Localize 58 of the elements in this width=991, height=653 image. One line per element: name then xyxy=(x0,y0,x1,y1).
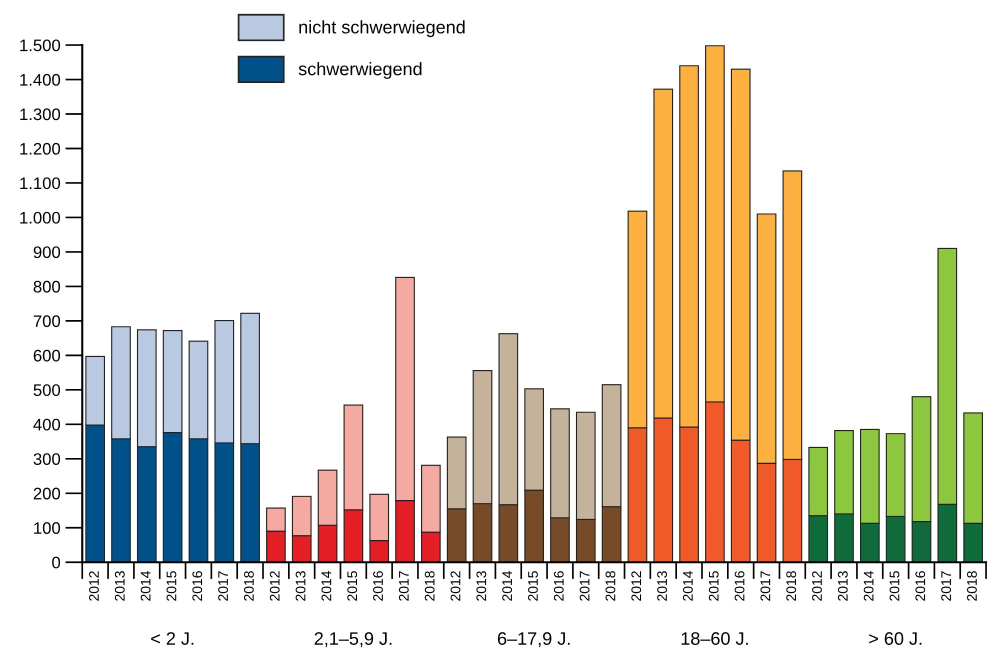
y-tick-label: 1.300 xyxy=(20,108,60,120)
x-tick-label: 2016 xyxy=(734,571,744,601)
legend-label: schwerwiegend xyxy=(298,62,422,79)
y-tick-label: 0 xyxy=(52,556,60,568)
x-tick-label: 2015 xyxy=(166,571,176,601)
x-tick-label: 2015 xyxy=(528,571,538,601)
y-tick-label: 900 xyxy=(34,246,60,258)
x-tick-label: 2013 xyxy=(114,571,125,601)
x-tick-label: 2017 xyxy=(398,571,409,601)
x-tick-label: 2014 xyxy=(864,570,874,601)
x-tick-label: 2015 xyxy=(347,571,358,601)
x-tick-label: 2017 xyxy=(941,571,952,601)
y-tick-label: 1.500 xyxy=(20,39,60,52)
x-tick-label: 2013 xyxy=(657,571,667,601)
y-tick-label: 1.400 xyxy=(20,74,60,86)
y-tick-label: 400 xyxy=(33,418,60,431)
x-tick-label: 2013 xyxy=(476,571,486,601)
x-tick-label: 2017 xyxy=(760,571,770,601)
x-tick-label: 2014 xyxy=(682,570,693,601)
y-tick-label: 700 xyxy=(34,315,60,328)
x-tick-label: 2016 xyxy=(192,571,202,601)
x-tick-label: 2014 xyxy=(321,570,332,601)
x-tick-label: 2013 xyxy=(838,571,848,601)
y-tick-label: 1.200 xyxy=(20,142,60,155)
x-tick-label: 2015 xyxy=(708,571,719,601)
x-tick-label: 2018 xyxy=(606,571,616,601)
x-tick-label: 2016 xyxy=(915,571,926,601)
y-tick-label: 600 xyxy=(34,350,60,362)
y-tick-label: 1.100 xyxy=(20,177,60,190)
x-tick-label: 2018 xyxy=(786,571,796,601)
x-tick-label: 2012 xyxy=(450,571,460,601)
x-tick-label: 2018 xyxy=(424,571,435,601)
x-tick-label: 2018 xyxy=(967,571,977,601)
x-tick-label: 2014 xyxy=(140,570,151,601)
x-tick-label: 2016 xyxy=(554,571,564,601)
x-tick-label: 2015 xyxy=(890,571,900,601)
text: > 60 J. xyxy=(869,632,922,645)
y-tick-label: 500 xyxy=(34,384,60,396)
text: < 2 J. xyxy=(151,632,194,645)
x-tick-label: 2012 xyxy=(631,571,642,601)
y-tick-label: 100 xyxy=(34,522,60,534)
text: 18–60 J. xyxy=(682,632,748,645)
y-tick-label: 200 xyxy=(34,488,60,500)
x-tick-label: 2018 xyxy=(244,571,254,601)
x-tick-label: 2013 xyxy=(296,571,306,601)
x-tick-label: 2012 xyxy=(812,571,822,601)
x-tick-label: 2012 xyxy=(89,571,99,601)
y-tick-label: 1.000 xyxy=(20,212,60,224)
y-tick-label: 300 xyxy=(34,453,60,465)
x-tick-label: 2016 xyxy=(373,571,383,601)
x-tick-label: 2017 xyxy=(580,571,590,601)
x-tick-label: 2014 xyxy=(502,570,512,601)
x-tick-label: 2017 xyxy=(218,571,228,601)
y-tick-label: 800 xyxy=(34,280,60,293)
legend-label: nicht schwerwiegend xyxy=(299,20,465,38)
text: 6–17,9 J. xyxy=(498,632,570,648)
x-tick-label: 2012 xyxy=(270,571,280,601)
text: 2,1–5,9 J. xyxy=(314,632,392,648)
